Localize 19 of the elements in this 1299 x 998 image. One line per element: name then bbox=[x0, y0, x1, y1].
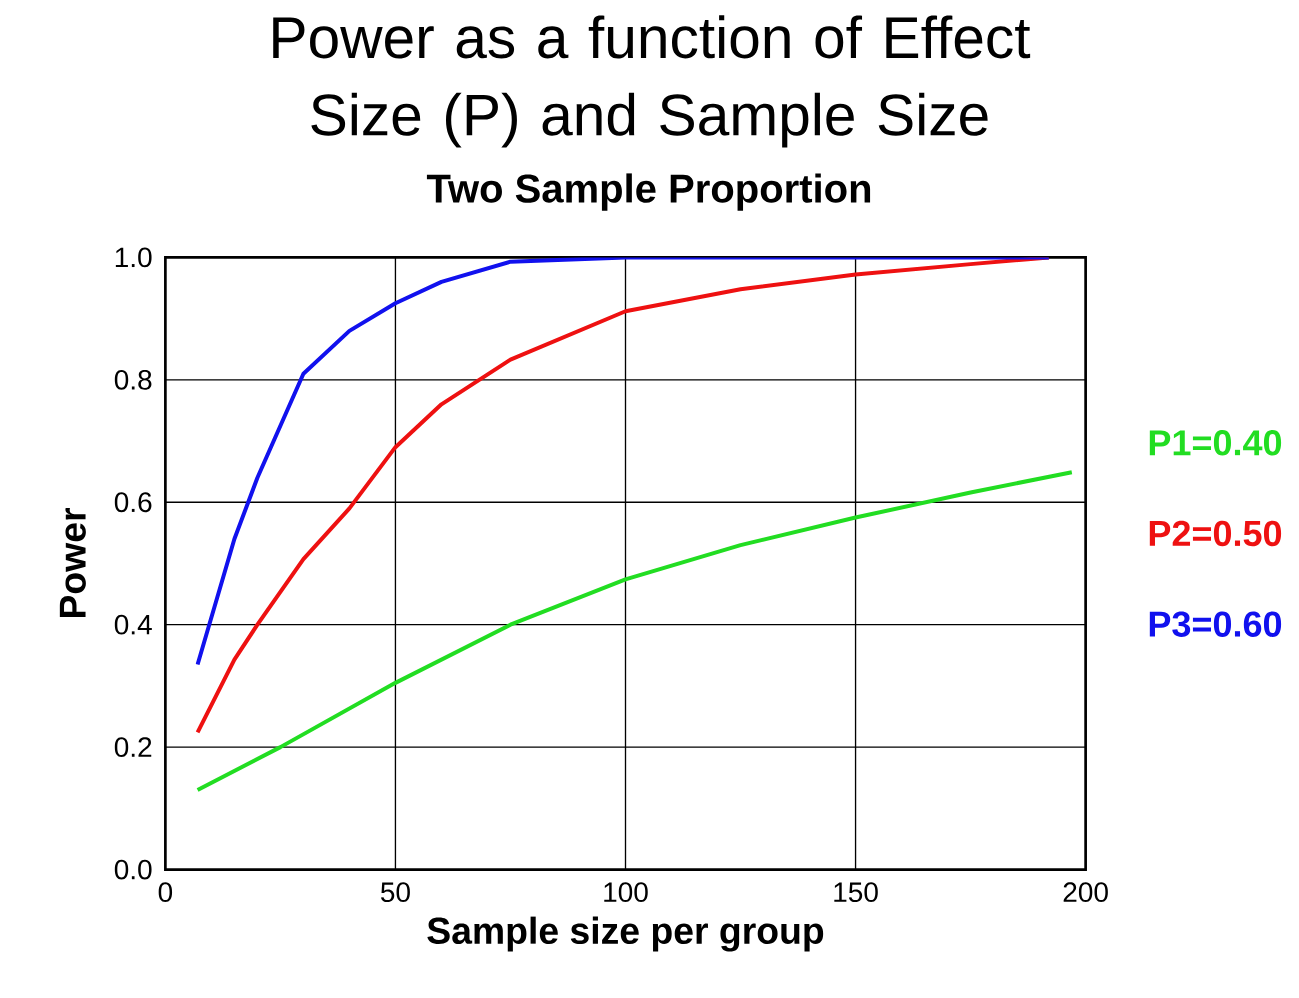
y-tick-label: 0.4 bbox=[114, 614, 152, 635]
y-tick-label: 0.6 bbox=[114, 492, 152, 513]
y-tick-label: 0.0 bbox=[114, 859, 152, 880]
line-series bbox=[195, 470, 1074, 793]
y-axis-title: Power bbox=[59, 508, 86, 618]
x-tick-label: 50 bbox=[380, 882, 410, 903]
chart-subtitle: Two Sample Proportion bbox=[426, 173, 871, 211]
text: P2=0.50 bbox=[1149, 520, 1282, 547]
text: P3=0.60 bbox=[1149, 611, 1282, 638]
text: P1=0.40 bbox=[1149, 430, 1282, 456]
y-tick-label: 1.0 bbox=[115, 247, 152, 268]
x-tick-label: 200 bbox=[1063, 882, 1108, 903]
y-tick-label: 0.2 bbox=[114, 737, 152, 758]
x-tick-label: 100 bbox=[604, 882, 648, 903]
x-tick-label: 150 bbox=[834, 882, 878, 903]
x-axis-title: Sample size per group bbox=[427, 916, 824, 952]
y-tick-label: 0.8 bbox=[114, 370, 152, 390]
chart-title: Power as a function of Effect Size (P) and Sample Size bbox=[273, 15, 1031, 148]
x-tick-label: 0 bbox=[158, 882, 173, 903]
